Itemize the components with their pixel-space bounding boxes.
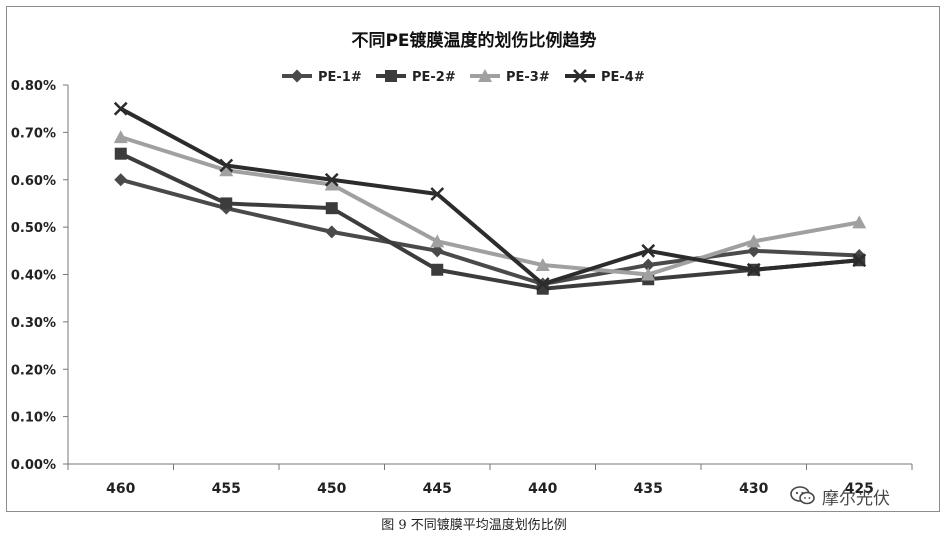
legend-marker bbox=[290, 69, 304, 83]
data-point bbox=[852, 215, 867, 229]
legend-marker bbox=[573, 69, 587, 83]
data-point bbox=[114, 173, 128, 187]
line-chart: 不同PE镀膜温度的划伤比例趋势 PE-1# PE-2# PE-3# PE-4# 0.0… bbox=[11, 30, 913, 497]
series-group bbox=[113, 101, 867, 295]
y-tick-label: 0.30% bbox=[11, 316, 56, 331]
data-point bbox=[114, 147, 127, 160]
x-tick-label: 425 bbox=[845, 481, 874, 497]
data-point bbox=[219, 158, 234, 173]
series-3 bbox=[113, 130, 867, 281]
chart-frame bbox=[6, 6, 940, 512]
data-point bbox=[324, 172, 339, 187]
data-point bbox=[113, 130, 128, 144]
y-tick-label: 0.20% bbox=[11, 363, 56, 378]
y-tick-label: 0.80% bbox=[11, 79, 56, 94]
x-tick-label: 435 bbox=[634, 481, 663, 497]
data-point bbox=[641, 258, 655, 272]
series-line bbox=[119, 151, 860, 291]
data-point bbox=[641, 243, 656, 258]
series-line bbox=[120, 135, 860, 277]
series-line bbox=[119, 106, 860, 286]
legend: PE-1# PE-2# PE-3# PE-4# bbox=[282, 69, 645, 85]
data-point bbox=[431, 263, 444, 276]
data-point bbox=[746, 262, 761, 277]
x-tick-label: 455 bbox=[212, 481, 241, 497]
data-point bbox=[325, 202, 338, 215]
x-tick-label: 445 bbox=[423, 481, 452, 497]
axes: 0.00% 0.10% 0.20% 0.30% 0.40% 0.50% 0.60% 0.70%… bbox=[11, 79, 913, 497]
x-tick-label: 460 bbox=[106, 481, 135, 497]
data-point bbox=[324, 177, 339, 191]
data-point bbox=[325, 225, 339, 239]
legend-marker bbox=[478, 69, 492, 82]
data-point bbox=[113, 101, 128, 116]
legend-label: PE-3# bbox=[506, 70, 550, 85]
data-point bbox=[220, 197, 233, 210]
y-tick-label: 0.50% bbox=[11, 221, 56, 236]
data-point bbox=[852, 253, 867, 268]
legend-item: PE-4# bbox=[565, 69, 645, 85]
wechat-icon bbox=[790, 486, 815, 505]
y-tick-label: 0.70% bbox=[11, 126, 56, 141]
data-point bbox=[430, 234, 445, 248]
y-tick-label: 0.40% bbox=[11, 269, 56, 284]
series-line bbox=[120, 177, 860, 286]
y-tick-label: 0.10% bbox=[11, 411, 56, 426]
legend-label: PE-4# bbox=[601, 70, 645, 85]
legend-label: PE-1# bbox=[318, 70, 362, 85]
data-point bbox=[430, 187, 445, 201]
data-point bbox=[747, 244, 761, 258]
series-4 bbox=[113, 101, 867, 291]
watermark-text: 摩尔光伏 bbox=[822, 488, 890, 509]
legend-marker bbox=[385, 70, 397, 82]
data-point bbox=[219, 163, 234, 177]
y-tick-label: 0.00% bbox=[11, 458, 56, 473]
data-point bbox=[430, 244, 444, 258]
data-point bbox=[535, 258, 550, 272]
figure-caption: 图 9 不同镀膜平均温度划伤比例 bbox=[381, 518, 567, 533]
x-tick-label: 450 bbox=[317, 481, 346, 497]
data-point bbox=[641, 267, 656, 281]
legend-item: PE-2# bbox=[376, 70, 456, 85]
chart-title: 不同PE镀膜温度的划伤比例趋势 bbox=[351, 30, 596, 51]
legend-item: PE-3# bbox=[470, 69, 550, 85]
x-tick-label: 430 bbox=[739, 481, 768, 497]
watermark: 摩尔光伏 bbox=[790, 482, 890, 510]
legend-item: PE-1# bbox=[282, 69, 362, 85]
data-point bbox=[746, 234, 761, 248]
y-tick-label: 0.60% bbox=[11, 174, 56, 189]
x-tick-label: 440 bbox=[528, 481, 557, 497]
legend-label: PE-2# bbox=[412, 70, 456, 85]
data-point bbox=[535, 277, 550, 291]
